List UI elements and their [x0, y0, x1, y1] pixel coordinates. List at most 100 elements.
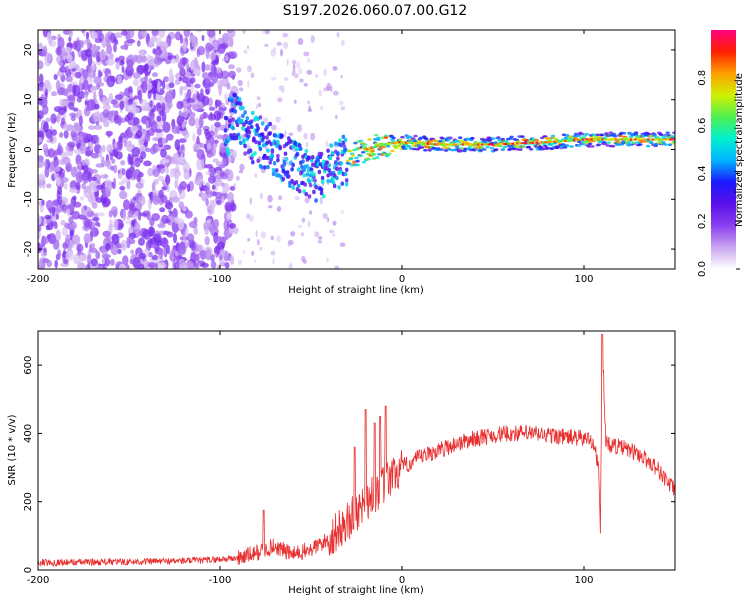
spectrogram-cell — [136, 40, 141, 47]
spectrogram-cell — [303, 51, 310, 57]
spectrogram-cell — [246, 213, 250, 219]
y-tick-label: 10 — [23, 93, 34, 106]
spectrogram-cell — [256, 239, 260, 246]
spectrogram-cell — [335, 114, 338, 120]
spectrogram-cell — [192, 132, 196, 143]
spectrogram-cell — [278, 85, 282, 91]
spectrogram-cell — [48, 161, 58, 171]
spectrogram-cell — [335, 161, 339, 166]
spectrogram-cell — [38, 159, 45, 168]
spectrogram-cell — [375, 142, 380, 145]
spectrogram-cell — [126, 59, 134, 68]
spectrogram-cell — [176, 100, 184, 110]
spectrogram-cell — [171, 196, 180, 203]
spectrogram-cell — [185, 62, 190, 70]
spectrogram-cell — [178, 138, 187, 144]
spectrogram-cell — [294, 180, 299, 185]
spectrogram-cell — [332, 220, 337, 226]
spectrogram-cell — [64, 183, 68, 190]
spectrogram-cell — [93, 111, 101, 123]
spectrogram-cell — [288, 132, 294, 136]
spectrogram-cell — [319, 191, 324, 196]
spectrogram-cell — [633, 133, 639, 136]
spectrogram-cell — [649, 141, 654, 144]
spectrogram-cell — [190, 59, 199, 71]
spectrogram-cell — [192, 93, 197, 102]
spectrogram-cell — [74, 71, 82, 79]
spectrogram-cell — [213, 252, 217, 258]
spectrogram-cell — [189, 77, 196, 84]
spectrogram-cell — [114, 32, 123, 38]
spectrogram-cell — [146, 54, 151, 61]
spectrogram-cell — [317, 169, 322, 175]
spectrogram-cell — [53, 149, 63, 156]
spectrogram-cell — [122, 255, 129, 266]
spectrogram-cell — [102, 253, 112, 259]
spectrogram-cell — [419, 146, 425, 149]
spectrogram-cell — [57, 107, 66, 116]
spectrogram-cell — [565, 144, 570, 147]
spectrogram-cell — [176, 126, 181, 135]
spectrogram-cell — [270, 76, 277, 81]
spectrogram-cell — [55, 213, 60, 220]
spectrogram-cell — [72, 195, 77, 201]
spectrogram-cell — [606, 141, 611, 145]
spectrogram-cell — [56, 177, 61, 186]
spectrogram-cell — [58, 158, 67, 166]
spectrogram-cell — [82, 172, 89, 184]
spectrogram-cell — [59, 66, 68, 73]
spectrogram-cell — [95, 221, 100, 227]
spectrogram-cell — [266, 164, 270, 170]
spectrogram-cell — [248, 214, 254, 222]
spectrogram-cell — [238, 87, 244, 92]
spectrogram-cell — [485, 145, 490, 149]
spectrogram-cell — [120, 44, 129, 50]
spectrogram-cell — [94, 124, 103, 131]
spectrogram-cell — [71, 234, 81, 245]
spectrogram-cell — [254, 260, 257, 263]
spectrogram-cell — [270, 48, 276, 57]
spectrogram-cell — [55, 229, 61, 242]
spectrogram-cell — [70, 166, 78, 178]
spectrogram-cell — [376, 136, 381, 140]
spectrogram-cell — [301, 217, 306, 223]
spectrogram-cell — [343, 137, 348, 143]
spectrogram-cell — [328, 155, 333, 160]
spectrogram-cell — [594, 135, 599, 139]
spectrogram-cell — [222, 33, 229, 44]
spectrogram-cell — [198, 250, 207, 257]
spectrogram-cell — [260, 231, 267, 239]
spectrogram-cell — [361, 160, 367, 164]
spectrogram-cell — [162, 79, 166, 90]
spectrogram-cell — [132, 256, 141, 269]
spectrogram-cell — [297, 225, 303, 229]
spectrogram-cell — [323, 87, 327, 92]
spectrogram-cell — [204, 227, 210, 235]
spectrogram-cell — [212, 158, 219, 163]
spectrogram-cell — [616, 140, 621, 144]
spectrogram-cell — [94, 37, 102, 44]
spectrogram-cell — [87, 171, 92, 183]
spectrogram-cell — [125, 170, 134, 180]
spectrogram-cell — [222, 182, 230, 193]
spectrogram-cell — [177, 61, 183, 70]
spectrogram-cell — [247, 80, 250, 88]
spectrogram-y-ticks: -20 -10 0 10 20 — [23, 44, 675, 257]
spectrogram-cell — [159, 207, 166, 213]
spectrogram-cell — [375, 156, 380, 159]
spectrogram-cell — [287, 239, 294, 246]
spectrogram-cell — [82, 79, 89, 91]
spectrogram-cell — [172, 208, 178, 219]
spectrogram-cell — [296, 61, 301, 69]
spectrogram-cell — [290, 231, 296, 237]
spectrogram-cell — [438, 139, 443, 143]
spectrogram-cell — [232, 227, 239, 235]
spectrogram-cell — [101, 258, 106, 265]
spectrogram-cell — [45, 224, 50, 231]
spectrogram-cell — [316, 158, 321, 163]
spectrogram-cell — [190, 83, 194, 94]
spectrogram-cell — [288, 262, 293, 269]
spectrogram-cell — [334, 265, 340, 269]
spectrogram-cell — [120, 160, 126, 166]
spectrogram-cell — [90, 31, 98, 39]
